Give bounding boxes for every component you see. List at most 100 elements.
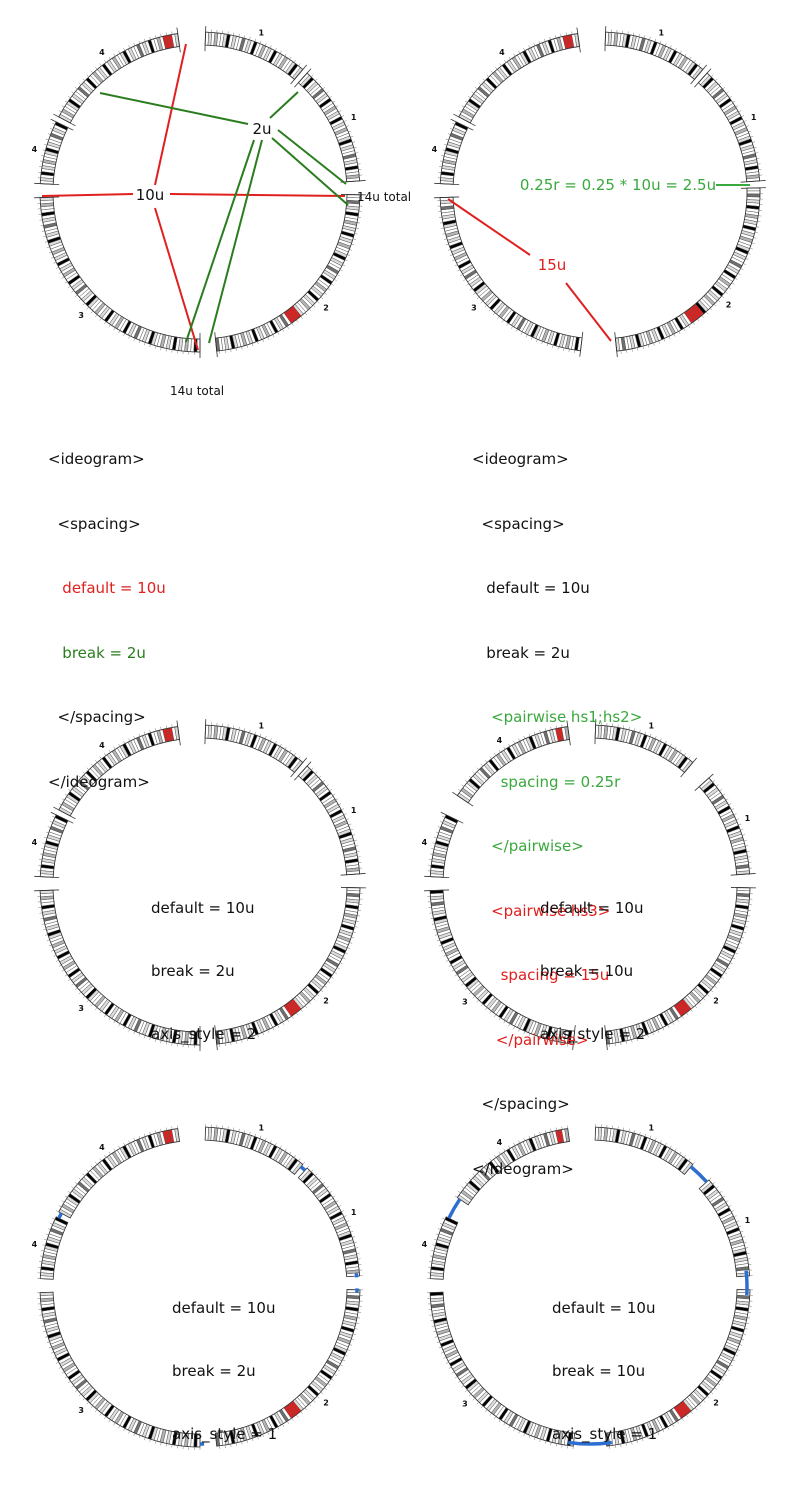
scale-tick: [243, 35, 246, 39]
scale-tick: [356, 157, 360, 159]
scale-tick: [444, 144, 448, 146]
scale-tick: [49, 821, 53, 823]
scale-tick: [746, 850, 750, 852]
scale-tick: [484, 304, 488, 308]
scale-tick: [710, 74, 714, 78]
scale-tick: [47, 1228, 51, 1230]
scale-tick: [565, 32, 567, 36]
scale-tick: [118, 1023, 121, 1027]
scale-tick: [82, 1173, 86, 1177]
scale-tick: [39, 853, 43, 855]
scale-tick: [304, 1407, 308, 1411]
scale-tick: [44, 934, 48, 936]
scale-tick: [286, 1019, 289, 1022]
ideogram-panel-f: 1 1 2 3 4 4: [422, 1123, 753, 1450]
scale-tick: [501, 319, 504, 323]
scale-tick: [701, 315, 704, 318]
break-mark: [204, 26, 207, 52]
scale-tick: [485, 1007, 488, 1011]
scale-tick: [71, 983, 75, 986]
axis-break-arc: [57, 1212, 63, 1219]
scale-tick: [44, 1239, 48, 1241]
scale-tick: [154, 35, 157, 39]
scale-tick: [272, 1027, 275, 1031]
scale-tick: [118, 743, 121, 747]
scale-tick: [731, 282, 735, 285]
scale-tick: [738, 1225, 742, 1228]
scale-tick: [312, 304, 316, 308]
scale-tick: [108, 1151, 111, 1155]
scale-tick: [429, 1314, 433, 1316]
scale-tick: [463, 278, 466, 281]
scale-tick: [620, 1042, 622, 1046]
scale-tick: [534, 731, 536, 735]
scale-tick: [113, 327, 116, 331]
scale-tick: [464, 1182, 468, 1185]
scale-tick: [39, 219, 43, 221]
scale-tick: [464, 1389, 468, 1392]
scale-tick: [108, 1419, 111, 1423]
scale-tick: [284, 746, 287, 750]
scale-tick: [160, 1442, 162, 1446]
chromosome-label: 4: [32, 1240, 38, 1249]
scale-tick: [47, 133, 51, 135]
scale-tick: [702, 997, 706, 1001]
scale-tick: [41, 923, 45, 925]
scale-tick: [138, 1135, 141, 1139]
scale-tick: [528, 733, 531, 737]
scale-tick: [518, 50, 521, 54]
scale-tick: [316, 1395, 320, 1399]
scale-tick: [688, 756, 691, 760]
scale-tick: [746, 125, 750, 128]
scale-tick: [439, 1223, 443, 1225]
scale-tick: [555, 1127, 557, 1131]
scale-tick: [269, 45, 272, 49]
scale-tick: [350, 136, 354, 138]
scale-tick: [78, 775, 82, 779]
scale-tick: [312, 1399, 316, 1403]
scale-tick: [241, 346, 243, 350]
scale-tick: [171, 1042, 173, 1046]
panel-a-config: <ideogram> <spacing> default = 10u break…: [48, 406, 166, 815]
chromosome-label: 3: [471, 304, 477, 313]
scale-tick: [541, 341, 543, 345]
scale-tick: [442, 233, 446, 235]
scale-tick: [334, 278, 337, 281]
scale-tick: [348, 823, 352, 826]
break-mark: [176, 27, 181, 53]
scale-tick: [550, 1442, 552, 1446]
chromosome-label: 2: [713, 997, 719, 1006]
chromosome-label: 4: [99, 741, 105, 750]
scale-tick: [669, 45, 672, 49]
config-line: break = 2u: [472, 643, 570, 662]
ideogram-panel-c: 1 1 2 3 4 4: [32, 719, 366, 1051]
scale-tick: [103, 1154, 107, 1158]
scale-tick: [523, 735, 526, 739]
scale-tick: [647, 1034, 649, 1038]
scale-tick: [434, 1336, 438, 1338]
chromosome-label: 1: [258, 1123, 264, 1132]
scale-tick: [160, 347, 162, 351]
scale-tick: [306, 1165, 310, 1169]
scale-tick: [471, 91, 475, 94]
scale-tick: [478, 82, 482, 86]
scale-tick: [718, 82, 722, 86]
break-mark: [566, 720, 571, 746]
scale-tick: [53, 261, 57, 264]
break-mark: [294, 761, 312, 781]
scale-tick: [457, 1190, 461, 1194]
chromosome-label: 1: [648, 721, 654, 730]
scale-tick: [74, 1182, 78, 1185]
scale-tick: [64, 793, 68, 796]
scale-tick: [249, 1131, 251, 1135]
scale-tick: [160, 1040, 162, 1044]
scale-tick: [355, 227, 359, 229]
scale-tick: [454, 974, 458, 977]
scale-tick: [329, 95, 333, 99]
scale-tick: [357, 163, 361, 165]
scale-tick: [274, 1142, 277, 1146]
scale-tick: [347, 1349, 351, 1351]
scale-tick: [133, 1031, 136, 1035]
scale-tick: [154, 1130, 157, 1134]
